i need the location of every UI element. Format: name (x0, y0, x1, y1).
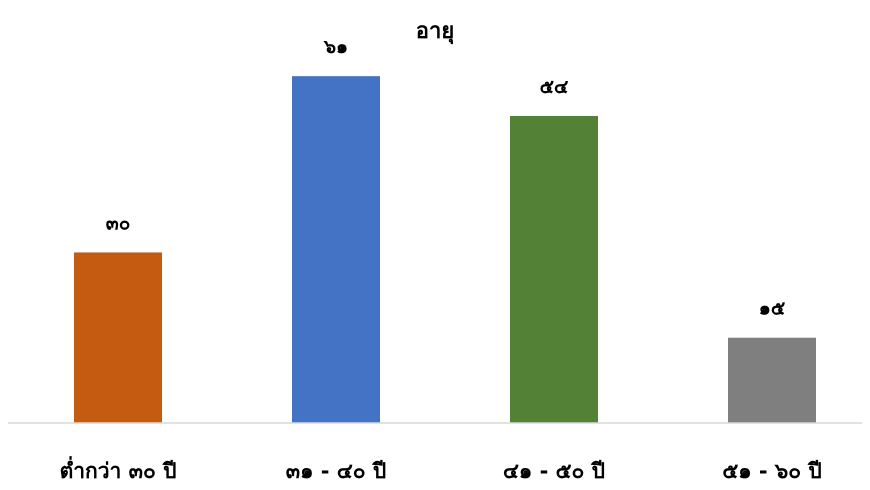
bar-4 (728, 337, 816, 423)
x-tick-label-2: ๓๑ - ๔๐ ปี (286, 459, 386, 483)
data-label-3: ๕๔ (540, 76, 569, 98)
bar-2 (292, 76, 380, 424)
x-tick-label-1: ต่ำกว่า ๓๐ ปี (60, 455, 177, 483)
bar-1 (74, 252, 162, 423)
x-tick-labels-group: ต่ำกว่า ๓๐ ปี ๓๑ - ๔๐ ปี ๔๑ - ๕๐ ปี ๕๑ - ๖๐… (60, 455, 822, 483)
bars-group (74, 76, 816, 424)
data-label-1: ๓๐ (106, 212, 131, 234)
x-tick-label-4: ๕๑ - ๖๐ ปี (722, 459, 821, 483)
data-label-2: ๖๑ (323, 36, 348, 58)
x-tick-label-3: ๔๑ - ๕๐ ปี (503, 459, 605, 483)
bar-3 (510, 115, 598, 423)
chart-title: อายุ (416, 19, 454, 45)
data-label-4: ๑๕ (759, 298, 785, 320)
